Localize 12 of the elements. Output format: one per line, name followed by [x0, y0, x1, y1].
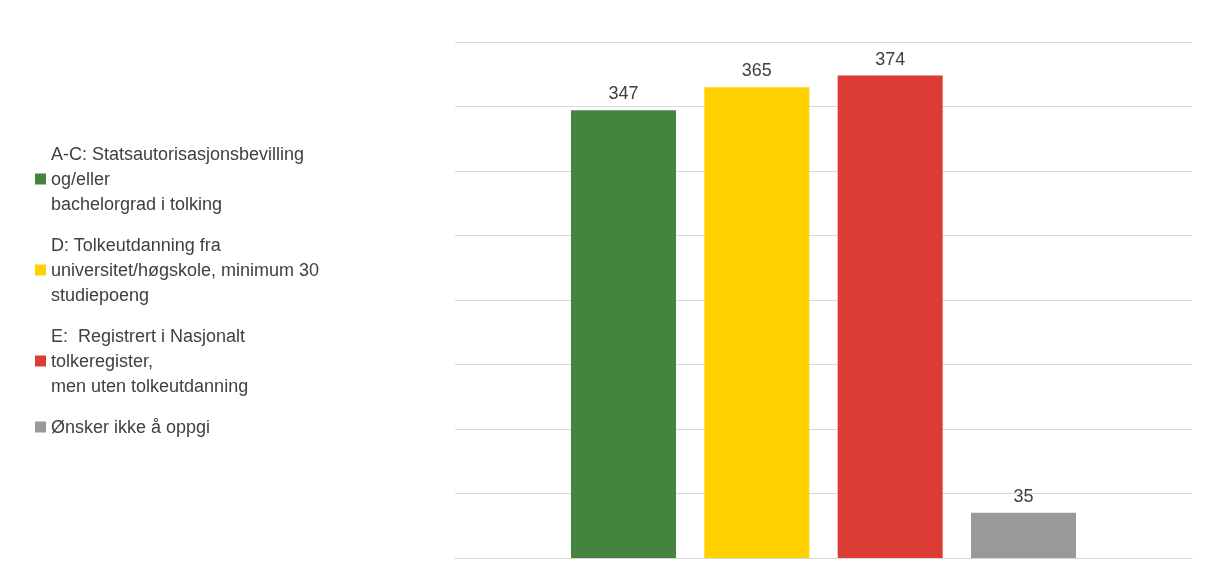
legend-label: D: Tolkeutdanning fra universitet/høgskole, minimum 30 studiepoeng — [51, 235, 320, 305]
data-label: 347 — [608, 83, 639, 104]
legend-label: A-C: Statsautorisasjonsbevilling og/eller bachelorgrad i tolking — [51, 144, 305, 214]
data-label: 365 — [741, 60, 772, 81]
data-label: 35 — [1013, 485, 1034, 506]
bar — [570, 110, 676, 558]
legend-label: E: Registrert i Nasjonalt tolkeregister, men uten tolkeutdanning — [51, 326, 249, 396]
bar — [971, 512, 1077, 558]
bar — [704, 87, 810, 558]
legend-label: Ønsker ikke å oppgi — [51, 417, 211, 437]
bar — [837, 75, 943, 558]
data-label: 374 — [875, 48, 906, 69]
